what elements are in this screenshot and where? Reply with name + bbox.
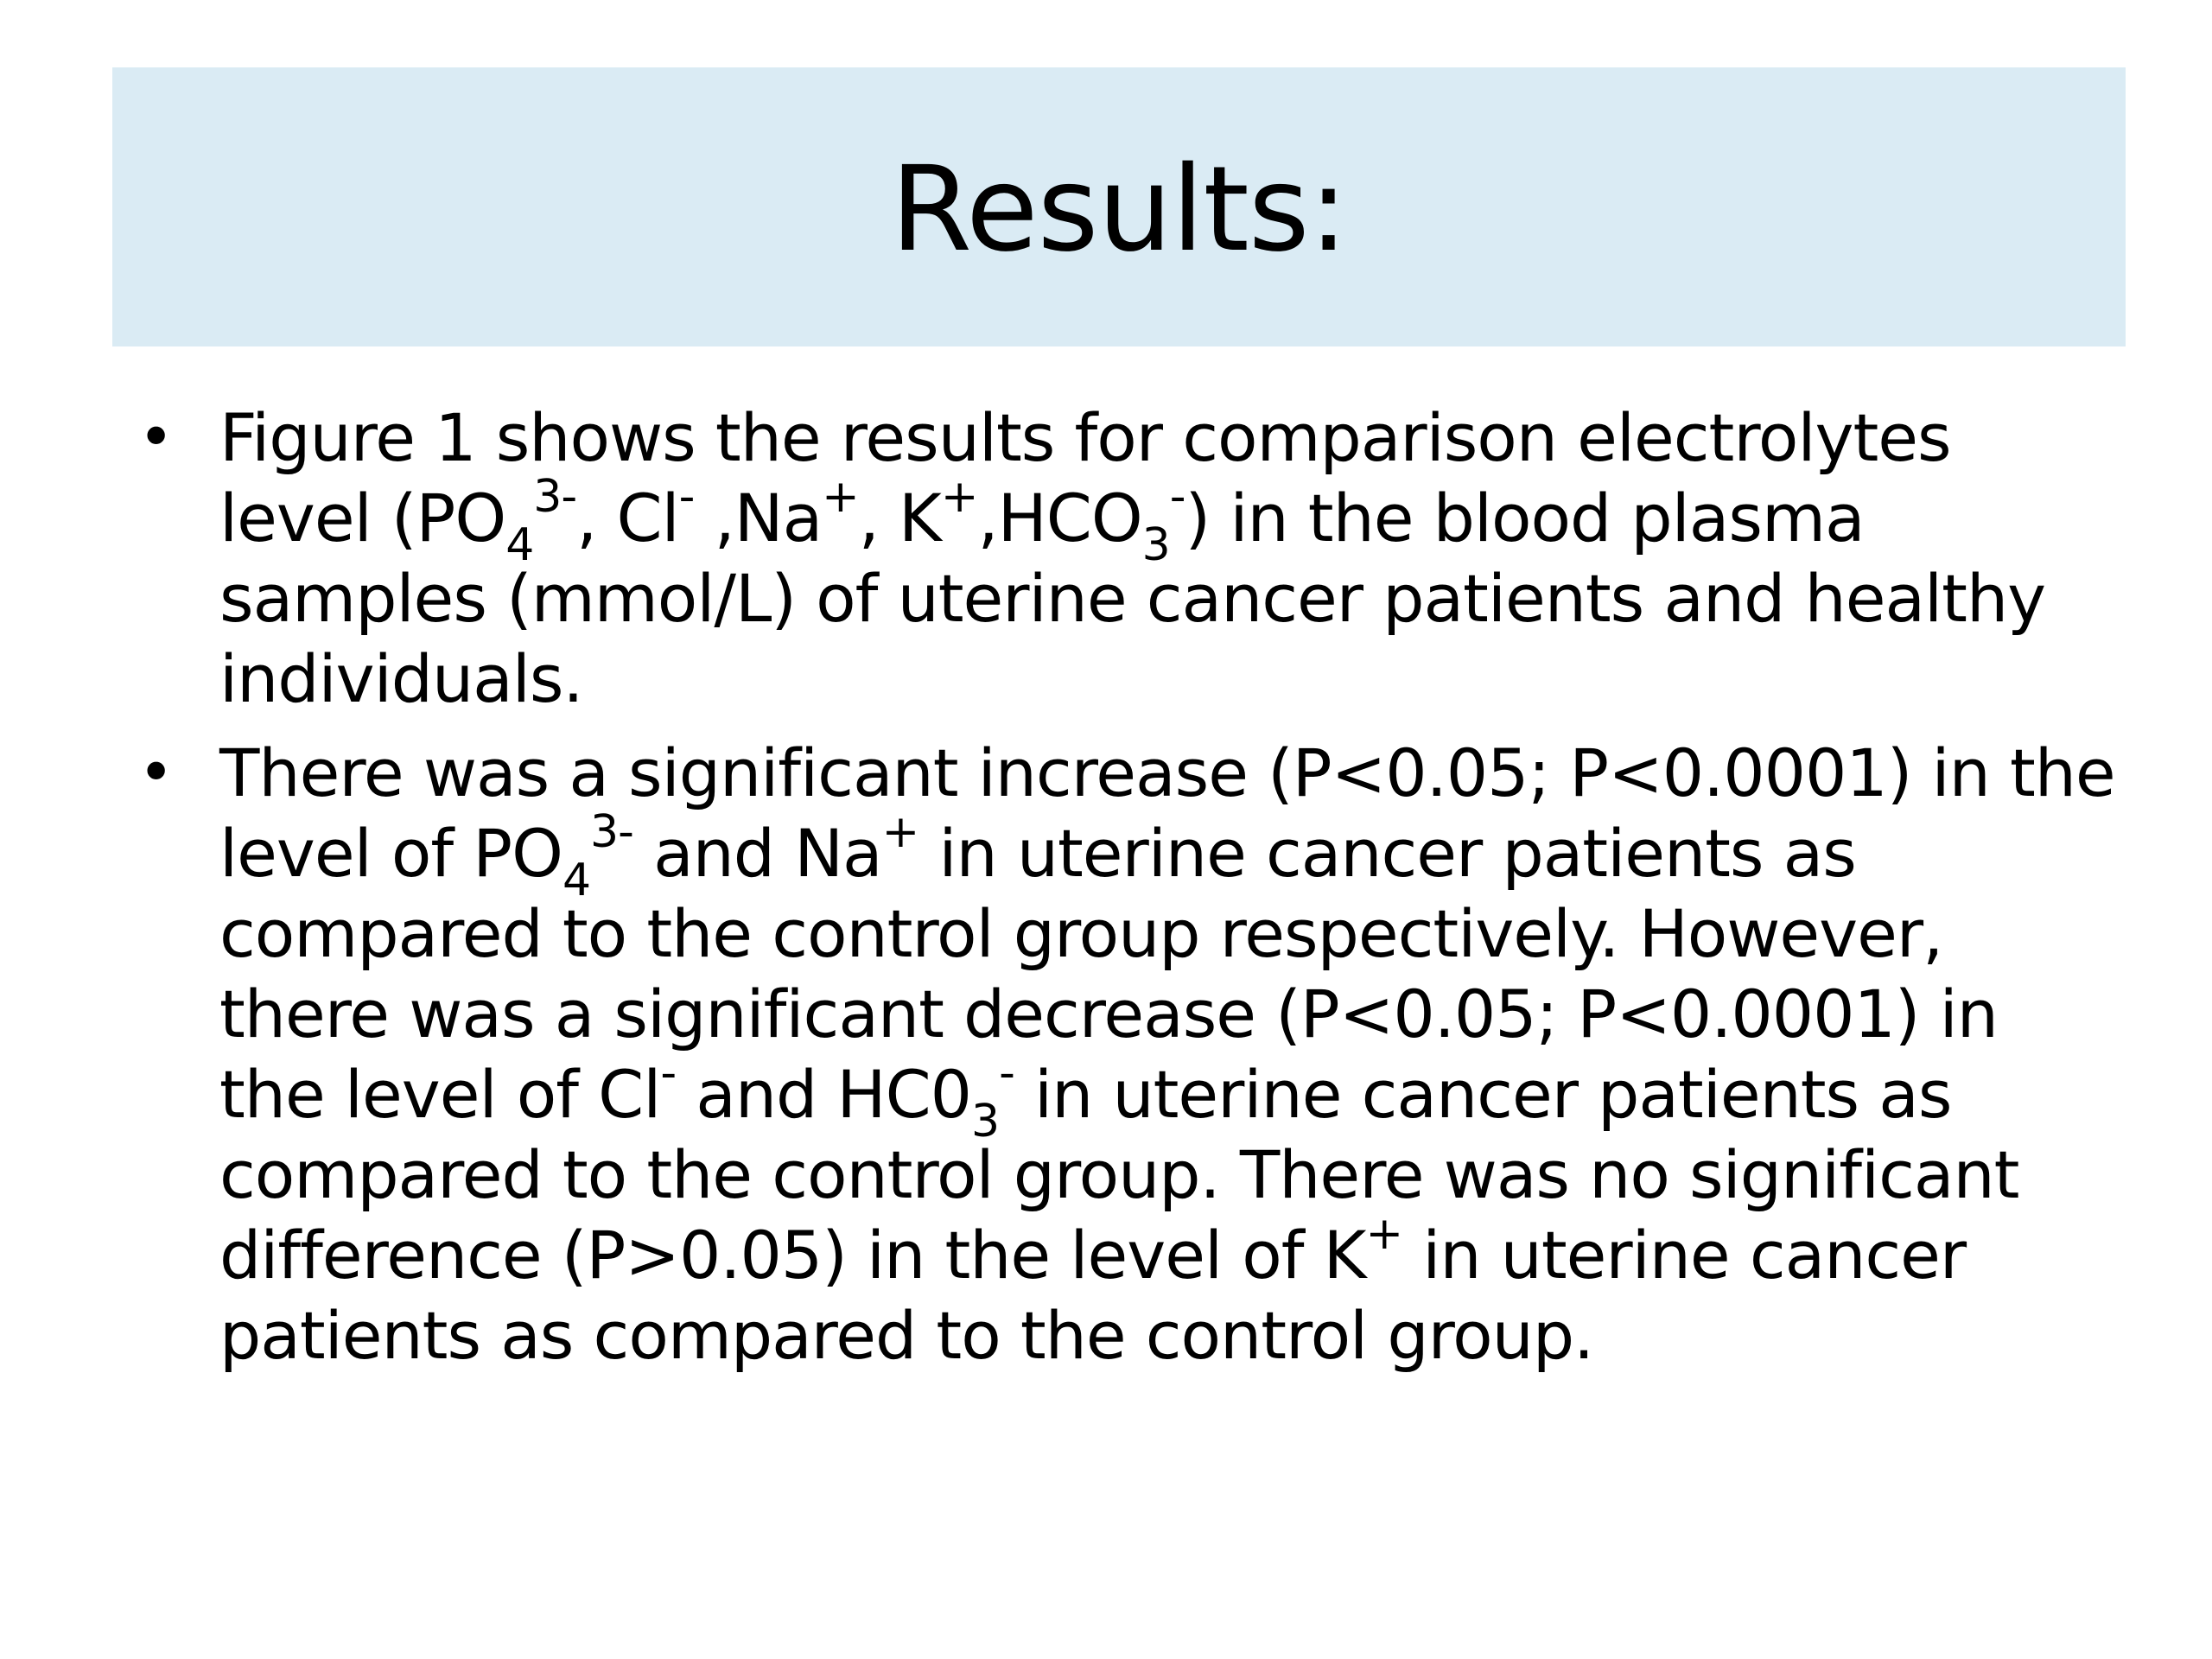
subscript: 4 xyxy=(562,855,591,906)
superscript: + xyxy=(822,471,860,523)
text-run: in uterine cancer patients as compared t… xyxy=(219,1056,2019,1294)
superscript: 3- xyxy=(590,806,634,858)
subscript: 4 xyxy=(505,519,534,571)
bullet-marker: • xyxy=(138,402,174,473)
slide-title: Results: xyxy=(890,141,1349,278)
text-run: in uterine cancer patients as compared t… xyxy=(219,815,1999,1133)
bullet-item: • There was a significant increase (P<0.… xyxy=(130,733,2117,1376)
bullet-text: There was a significant increase (P<0.05… xyxy=(219,734,2116,1374)
text-run: ,HCO xyxy=(977,480,1142,556)
title-band: Results: xyxy=(112,67,2126,346)
text-run: , Cl xyxy=(576,480,679,556)
superscript: + xyxy=(881,806,920,858)
text-run: and HC0 xyxy=(676,1056,972,1133)
text-run: , K xyxy=(858,480,942,556)
text-run: Figure 1 shows the results for compariso… xyxy=(219,399,1952,556)
text-run: ) in the blood plasma samples (mmol/L) o… xyxy=(219,480,2046,717)
subscript: 3 xyxy=(971,1096,1000,1147)
text-run: ,Na xyxy=(694,480,823,556)
bullet-text: Figure 1 shows the results for compariso… xyxy=(219,399,2046,717)
bullet-item: • Figure 1 shows the results for compari… xyxy=(130,397,2117,719)
text-run: There was a significant increase (P<0.05… xyxy=(219,734,2116,892)
superscript: + xyxy=(1365,1208,1403,1260)
superscript: - xyxy=(660,1047,677,1099)
text-run: in uterine cancer patients as compared t… xyxy=(219,1217,1967,1374)
bullet-marker: • xyxy=(138,737,174,808)
text-run: and Na xyxy=(632,815,883,892)
bullet-list: • Figure 1 shows the results for compari… xyxy=(130,397,2117,1389)
subscript: 3 xyxy=(1141,519,1171,571)
superscript: - xyxy=(999,1047,1015,1099)
superscript: - xyxy=(1169,471,1186,523)
superscript: 3- xyxy=(533,471,577,523)
superscript: + xyxy=(940,471,979,523)
superscript: - xyxy=(678,471,696,523)
